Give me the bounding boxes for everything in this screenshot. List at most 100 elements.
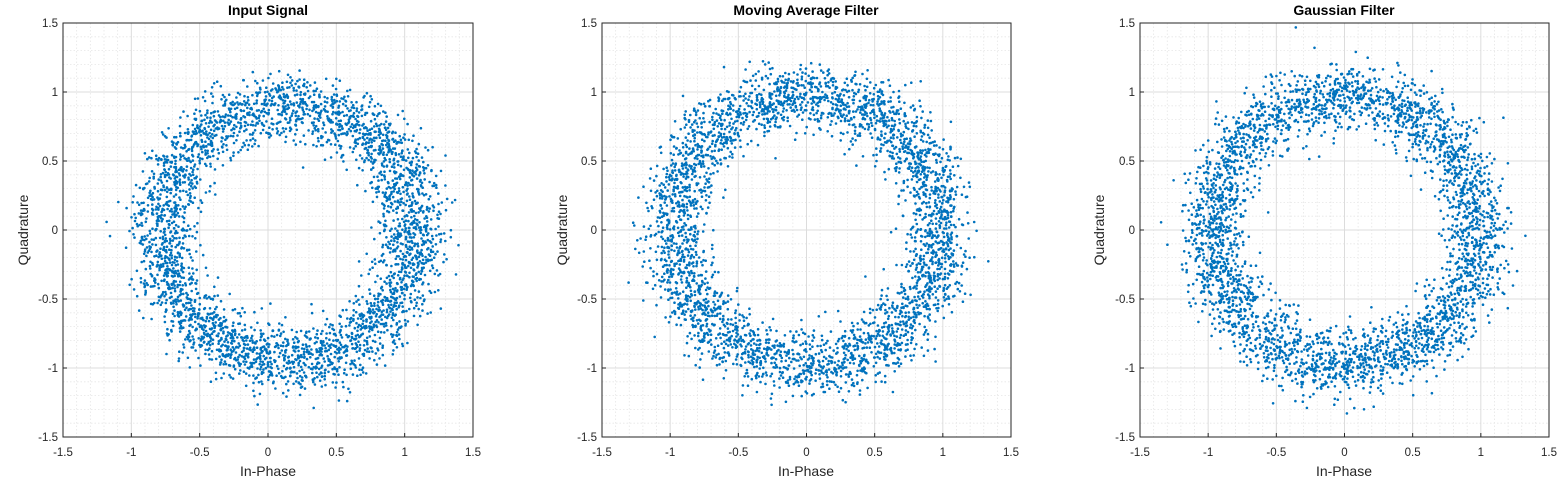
scatter-point <box>308 95 312 98</box>
scatter-point <box>294 358 297 361</box>
scatter-point <box>167 226 170 229</box>
scatter-point <box>418 277 421 281</box>
scatter-point <box>188 332 192 335</box>
scatter-point <box>432 181 436 185</box>
scatter-point <box>901 320 905 323</box>
scatter-point <box>379 277 383 281</box>
y-tick-label: 1.5 <box>42 18 58 30</box>
scatter-point <box>282 364 286 368</box>
scatter-point <box>238 353 241 357</box>
scatter-point <box>264 95 268 98</box>
scatter-point <box>156 189 160 193</box>
scatter-point <box>271 329 275 332</box>
scatter-point <box>319 332 323 336</box>
scatter-point <box>400 281 403 284</box>
scatter-point <box>239 121 242 125</box>
scatter-point <box>437 210 441 213</box>
scatter-point <box>365 336 369 340</box>
scatter-point <box>387 122 391 126</box>
scatter-point <box>243 129 246 133</box>
scatter-point <box>395 346 399 349</box>
scatter-point <box>413 218 417 221</box>
scatter-point <box>288 121 291 124</box>
scatter-point <box>888 306 891 310</box>
scatter-point <box>289 81 292 85</box>
scatter-point <box>761 60 765 63</box>
scatter-point <box>663 239 667 243</box>
scatter-point <box>139 281 143 284</box>
scatter-point <box>319 102 323 106</box>
scatter-point <box>214 307 217 311</box>
scatter-point <box>892 157 896 160</box>
scatter-point <box>406 122 409 126</box>
scatter-point <box>208 357 211 361</box>
scatter-point <box>231 377 235 380</box>
scatter-point <box>284 316 287 319</box>
scatter-point <box>411 256 415 260</box>
scatter-point <box>318 93 321 96</box>
scatter-point <box>781 75 785 78</box>
scatter-point <box>159 303 163 307</box>
scatter-point <box>350 123 354 126</box>
scatter-point <box>275 122 279 125</box>
scatter-point <box>384 315 387 319</box>
scatter-point <box>673 301 676 305</box>
scatter-point <box>265 343 269 346</box>
scatter-point <box>196 291 200 295</box>
scatter-point <box>270 117 274 120</box>
scatter-point <box>435 269 439 272</box>
scatter-point <box>377 179 380 182</box>
scatter-point <box>424 241 428 244</box>
scatter-point <box>954 190 957 193</box>
scatter-point <box>163 320 167 324</box>
scatter-point <box>943 283 947 287</box>
scatter-point <box>183 207 186 210</box>
scatter-point <box>173 156 176 160</box>
scatter-point <box>260 307 264 310</box>
scatter-point <box>192 143 196 146</box>
scatter-point <box>426 164 430 167</box>
scatter-point <box>276 343 280 347</box>
scatter-point <box>800 100 804 104</box>
scatter-point <box>164 237 168 240</box>
scatter-point <box>378 342 382 345</box>
scatter-point <box>296 354 300 357</box>
scatter-point <box>652 270 655 273</box>
scatter-point <box>382 153 385 156</box>
scatter-point <box>387 142 390 145</box>
scatter-point <box>365 300 369 303</box>
scatter-point <box>305 375 308 379</box>
scatter-point <box>707 181 711 184</box>
scatter-point <box>174 263 178 267</box>
scatter-point <box>323 369 327 372</box>
scatter-point <box>143 279 147 282</box>
scatter-point <box>201 96 205 99</box>
scatter-point <box>361 315 365 319</box>
scatter-point <box>165 155 169 158</box>
scatter-point <box>405 199 409 203</box>
scatter-point <box>178 327 182 330</box>
scatter-point <box>188 272 191 275</box>
scatter-point <box>373 358 376 362</box>
scatter-point <box>390 333 393 336</box>
scatter-point <box>117 200 120 204</box>
scatter-point <box>403 117 406 121</box>
scatter-point <box>189 256 193 259</box>
scatter-point <box>416 244 420 248</box>
scatter-point <box>883 112 887 115</box>
scatter-point <box>442 260 445 264</box>
scatter-point <box>400 325 403 328</box>
scatter-point <box>377 127 381 131</box>
scatter-point <box>379 259 383 263</box>
scatter-point <box>385 298 388 301</box>
scatter-point <box>205 130 208 133</box>
scatter-point <box>144 293 147 296</box>
scatter-point <box>278 133 282 137</box>
scatter-point <box>799 356 802 359</box>
scatter-point <box>303 387 307 390</box>
scatter-point <box>399 155 403 158</box>
scatter-point <box>688 185 691 189</box>
scatter-point <box>712 300 715 304</box>
scatter-point <box>354 125 357 129</box>
scatter-point <box>170 210 174 213</box>
